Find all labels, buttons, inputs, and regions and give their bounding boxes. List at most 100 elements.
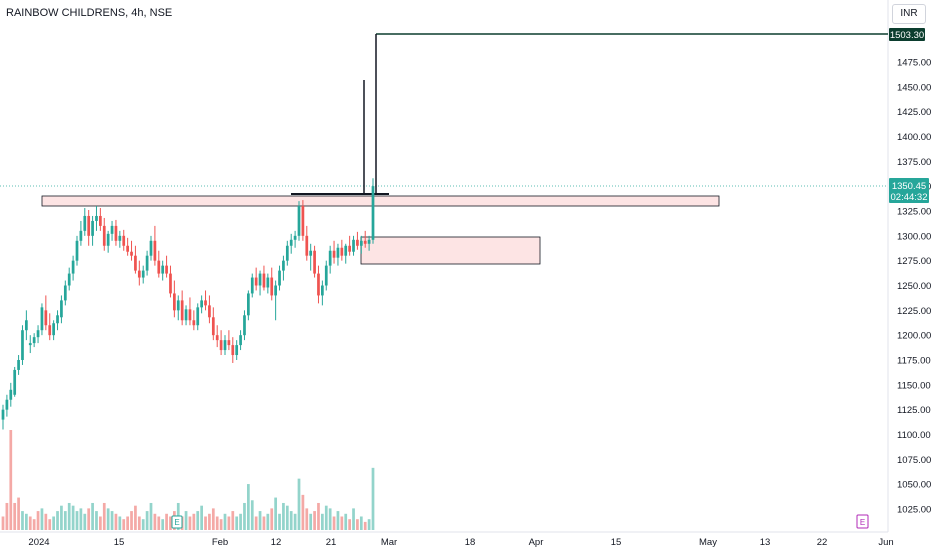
candle-body [336, 247, 340, 258]
volume-bar [67, 502, 71, 530]
candle-body [67, 273, 71, 286]
last-price-label: 1350.45 [892, 181, 926, 192]
volume-bar [52, 516, 55, 530]
resistance-zone[interactable] [41, 195, 720, 207]
volume-bar [200, 505, 203, 530]
candle-body [63, 285, 67, 301]
price-tick-label: 1225.00 [897, 306, 931, 317]
time-tick-label: 13 [760, 537, 771, 548]
candle-body [348, 245, 351, 252]
volume-bar [231, 511, 235, 530]
candle-body [188, 309, 192, 321]
time-tick-label: Mar [381, 537, 397, 548]
candle-body [184, 309, 188, 321]
volume-bar [130, 511, 133, 530]
volume-bar [348, 519, 351, 530]
candle-body [293, 235, 297, 240]
target-price-label: 1503.30 [890, 30, 924, 41]
candle-body [285, 245, 289, 261]
candle-body [106, 233, 110, 246]
volume-bar [114, 513, 118, 530]
price-tick-label: 1425.00 [897, 107, 931, 118]
price-tick-label: 1200.00 [897, 331, 931, 342]
candle-body [21, 330, 24, 360]
candle-body [200, 300, 203, 308]
candle-body [102, 225, 106, 246]
price-tick-label: 1050.00 [897, 480, 931, 491]
volume-bar [282, 502, 285, 530]
volume-bar [324, 505, 328, 530]
price-tick-label: 1375.00 [897, 157, 931, 168]
currency-button[interactable]: INR [892, 4, 926, 24]
candle-body [91, 220, 94, 236]
volume-bar [192, 513, 196, 530]
price-tick-label: 1300.00 [897, 231, 931, 242]
volume-bars [1, 430, 375, 530]
candle-body [321, 285, 324, 296]
volume-bar [75, 511, 79, 530]
price-tick-label: 1450.00 [897, 82, 931, 93]
volume-bar [278, 513, 281, 530]
candle-body [270, 277, 274, 296]
price-tick-label: 1475.00 [897, 58, 931, 69]
time-tick-label: 22 [817, 537, 828, 548]
countdown-label: 02:44:32 [891, 192, 928, 203]
volume-bar [359, 516, 363, 530]
volume-bar [223, 513, 227, 530]
volume-bar [309, 513, 313, 530]
volume-bar [48, 519, 52, 530]
time-tick-label: 12 [271, 537, 282, 548]
candle-body [141, 270, 145, 278]
candle-body [52, 323, 55, 336]
candle-body [367, 239, 371, 244]
earnings-marker-past[interactable]: E [171, 515, 183, 529]
target-price-badge: 1503.30 [889, 28, 925, 41]
candle-body [258, 273, 262, 286]
candle-body [176, 300, 180, 311]
volume-bar [270, 508, 274, 530]
candle-body [274, 285, 277, 296]
volume-bar [36, 511, 40, 530]
price-tick-label: 1125.00 [897, 405, 931, 416]
candle-body [266, 277, 270, 288]
earnings-future-label: E [860, 518, 865, 527]
volume-bar [157, 516, 161, 530]
candle-body [169, 273, 172, 294]
volume-bar [313, 511, 316, 530]
candle-body [153, 240, 157, 261]
candle-body [215, 335, 219, 341]
candle-body [25, 320, 28, 331]
volume-bar [196, 511, 200, 530]
volume-bar [321, 513, 324, 530]
volume-bar [44, 513, 48, 530]
time-tick-label: 21 [326, 537, 337, 548]
volume-bar [126, 516, 129, 530]
demand-zone[interactable] [360, 236, 541, 265]
volume-bar [122, 519, 126, 530]
candle-body [309, 250, 313, 256]
candle-body [219, 340, 223, 351]
volume-bar [211, 508, 215, 530]
volume-bar [83, 513, 87, 530]
price-tick-label: 1025.00 [897, 505, 931, 516]
earnings-marker-future[interactable]: E [856, 514, 869, 529]
candle-body [344, 245, 348, 256]
candle-body [149, 240, 153, 256]
volume-bar [149, 502, 153, 530]
candle-body [282, 260, 285, 271]
volume-bar [17, 497, 20, 530]
volume-bar [332, 516, 336, 530]
time-tick-label: Feb [212, 537, 228, 548]
volume-bar [13, 502, 17, 530]
candle-body [227, 340, 231, 346]
candle-body [87, 215, 91, 236]
candle-body [17, 360, 20, 370]
candle-body [371, 186, 375, 240]
candle-body [313, 250, 316, 274]
candle-body [130, 251, 133, 256]
volume-bar [9, 430, 13, 530]
volume-bar [301, 494, 305, 530]
price-tick-label: 1075.00 [897, 455, 931, 466]
candle-body [161, 265, 165, 274]
